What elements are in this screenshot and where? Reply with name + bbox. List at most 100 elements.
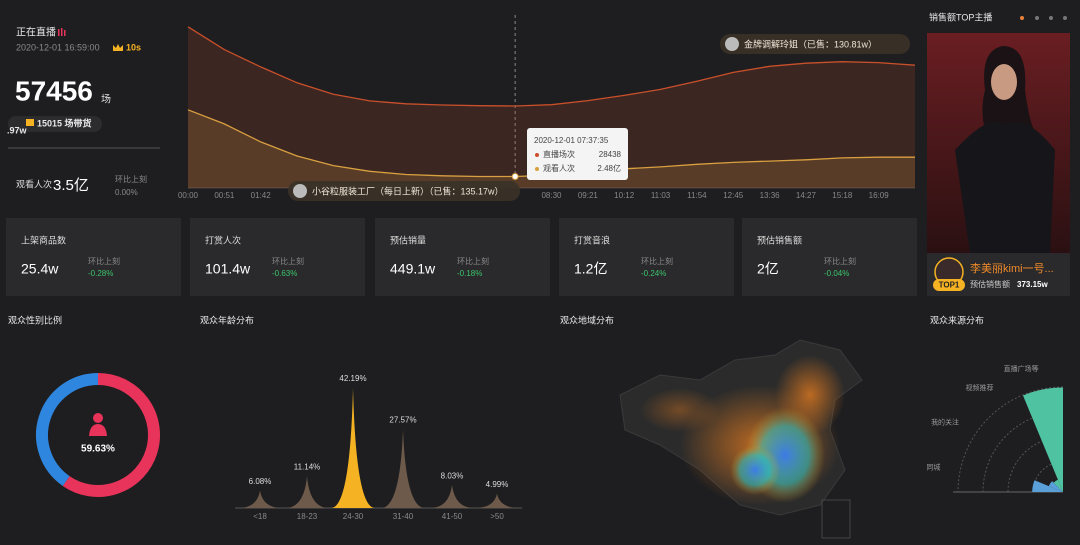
card [559,218,734,296]
crown-icon [113,44,123,51]
photo-face [991,64,1017,100]
card [375,218,550,296]
cart-icon [26,119,34,126]
avatar [725,37,739,51]
card [190,218,365,296]
value-label: 11.14% [294,462,321,471]
change: 0.00% [115,188,138,197]
tooltip-time: 2020-12-01 07:37:35 [534,136,609,145]
refresh: 10s [126,42,141,52]
x-tick-label: 14:27 [796,191,817,200]
card-change-label: 环比上刻 [641,256,673,266]
donut-segment [36,373,99,486]
card-value: 2亿 [757,261,779,277]
rose-label: 视频推荐 [966,383,994,392]
rose-label: 我的关注 [931,417,959,426]
area-fill [188,109,915,188]
page-dot[interactable] [1049,16,1053,20]
x-tick-label: 12:45 [723,191,744,200]
section-title: 观众来源分布 [930,314,984,325]
donut-segment [62,373,160,497]
person-icon [89,424,107,436]
section-title: 观众地域分布 [560,314,614,325]
tooltip: 2020-12-01 07:37:35 直播场次 28438 观看人次 2.48… [527,128,628,180]
tooltip-dot [535,153,539,157]
card-label: 上架商品数 [21,234,66,245]
card-label: 打赏音浪 [574,234,610,245]
x-tick-label: 13:36 [760,191,781,200]
card [742,218,917,296]
card-change-label: 环比上刻 [272,256,304,266]
tooltip-value: 2.48亿 [597,163,621,173]
card-value: 1.2亿 [574,261,607,277]
page-dot[interactable] [1035,16,1039,20]
sales-label: 预估销售额 [970,279,1010,289]
page-dot[interactable] [1063,16,1067,20]
panel-title: 销售额TOP主播 [929,11,992,22]
streamer-name[interactable]: 李美丽kimi一号... [970,261,1054,275]
value-label: 27.57% [389,416,416,425]
card-label: 打赏人次 [205,234,241,245]
live-time: 2020-12-01 16:59:00 [16,42,100,52]
map-heat [640,388,720,432]
cut-value: .97w [7,125,28,135]
tooltip-value: 28438 [599,150,622,159]
cards: 上架商品数 25.4w 环比上刻 -0.28% 打赏人次 101.4w 环比上刻 -0.63%… [6,218,917,296]
annotation: 小谷粒服装工厂（每日上新）（已售：135.17w） [288,181,520,201]
x-tick-label: 10:12 [614,191,635,200]
x-tick-label: 31-40 [393,512,414,521]
x-tick-label: 08:30 [541,191,562,200]
value-label: 4.99% [486,480,509,489]
page-dot[interactable] [1020,16,1024,20]
card [6,218,181,296]
rank-pill [933,279,965,291]
focus-point [511,172,519,180]
card-label: 预估销售额 [757,234,802,245]
live-icon [61,28,63,36]
map-inset [821,499,851,539]
peak [238,490,282,508]
card-value: 25.4w [21,261,59,277]
change-label: 环比上刻 [115,174,147,184]
x-tick-label: 00:51 [214,191,235,200]
annotation-text: 小谷粒服装工厂（每日上新）（已售：135.17w） [312,185,504,196]
rose-sector [1023,387,1063,492]
donut-label: 59.63% [81,444,115,455]
card-change-label: 环比上刻 [457,256,489,266]
card-value: 449.1w [390,261,436,277]
goods: 15015 场带货 [37,117,92,128]
x-tick-label: <18 [253,512,267,521]
x-tick-label: 24-30 [343,512,364,521]
live-icon [64,30,66,36]
tooltip-box [527,128,628,180]
tooltip-name: 观看人次 [543,163,575,173]
section-title: 观众年龄分布 [200,314,254,325]
rose-sector [1053,479,1063,492]
count-unit: 场 [101,93,111,106]
peak [285,476,329,508]
value-label: 42.19% [339,374,366,383]
card-change: -0.28% [88,269,113,278]
value-label: 6.08% [249,477,272,486]
ring [957,386,1064,493]
trend-chart: 00:00 00:51 01:42 08:30 09:21 10:12 11:03 11:54… [178,15,916,200]
tooltip-name: 直播场次 [543,149,575,159]
x-tick-label: 11:54 [687,191,707,200]
region-map [619,339,863,539]
tooltip-dot [535,167,539,171]
annotation-text: 金牌调解玲姐（已售：130.81w） [744,38,877,49]
x-tick-label: 18-23 [297,512,318,521]
rose-sector [1032,480,1063,492]
card-label: 预估销量 [390,234,426,245]
person-icon [93,413,103,423]
x-tick-label: 01:42 [251,191,272,200]
series-line [187,26,916,107]
charts: 59.63% 6.08% <18 11.14% 18-23 42.19% 24-30 27.5… [36,364,1064,521]
live-count: 57456 [15,75,93,106]
x-tick-label: 11:03 [651,191,671,200]
peak [331,387,375,508]
peak [475,493,519,508]
peak [381,429,425,508]
